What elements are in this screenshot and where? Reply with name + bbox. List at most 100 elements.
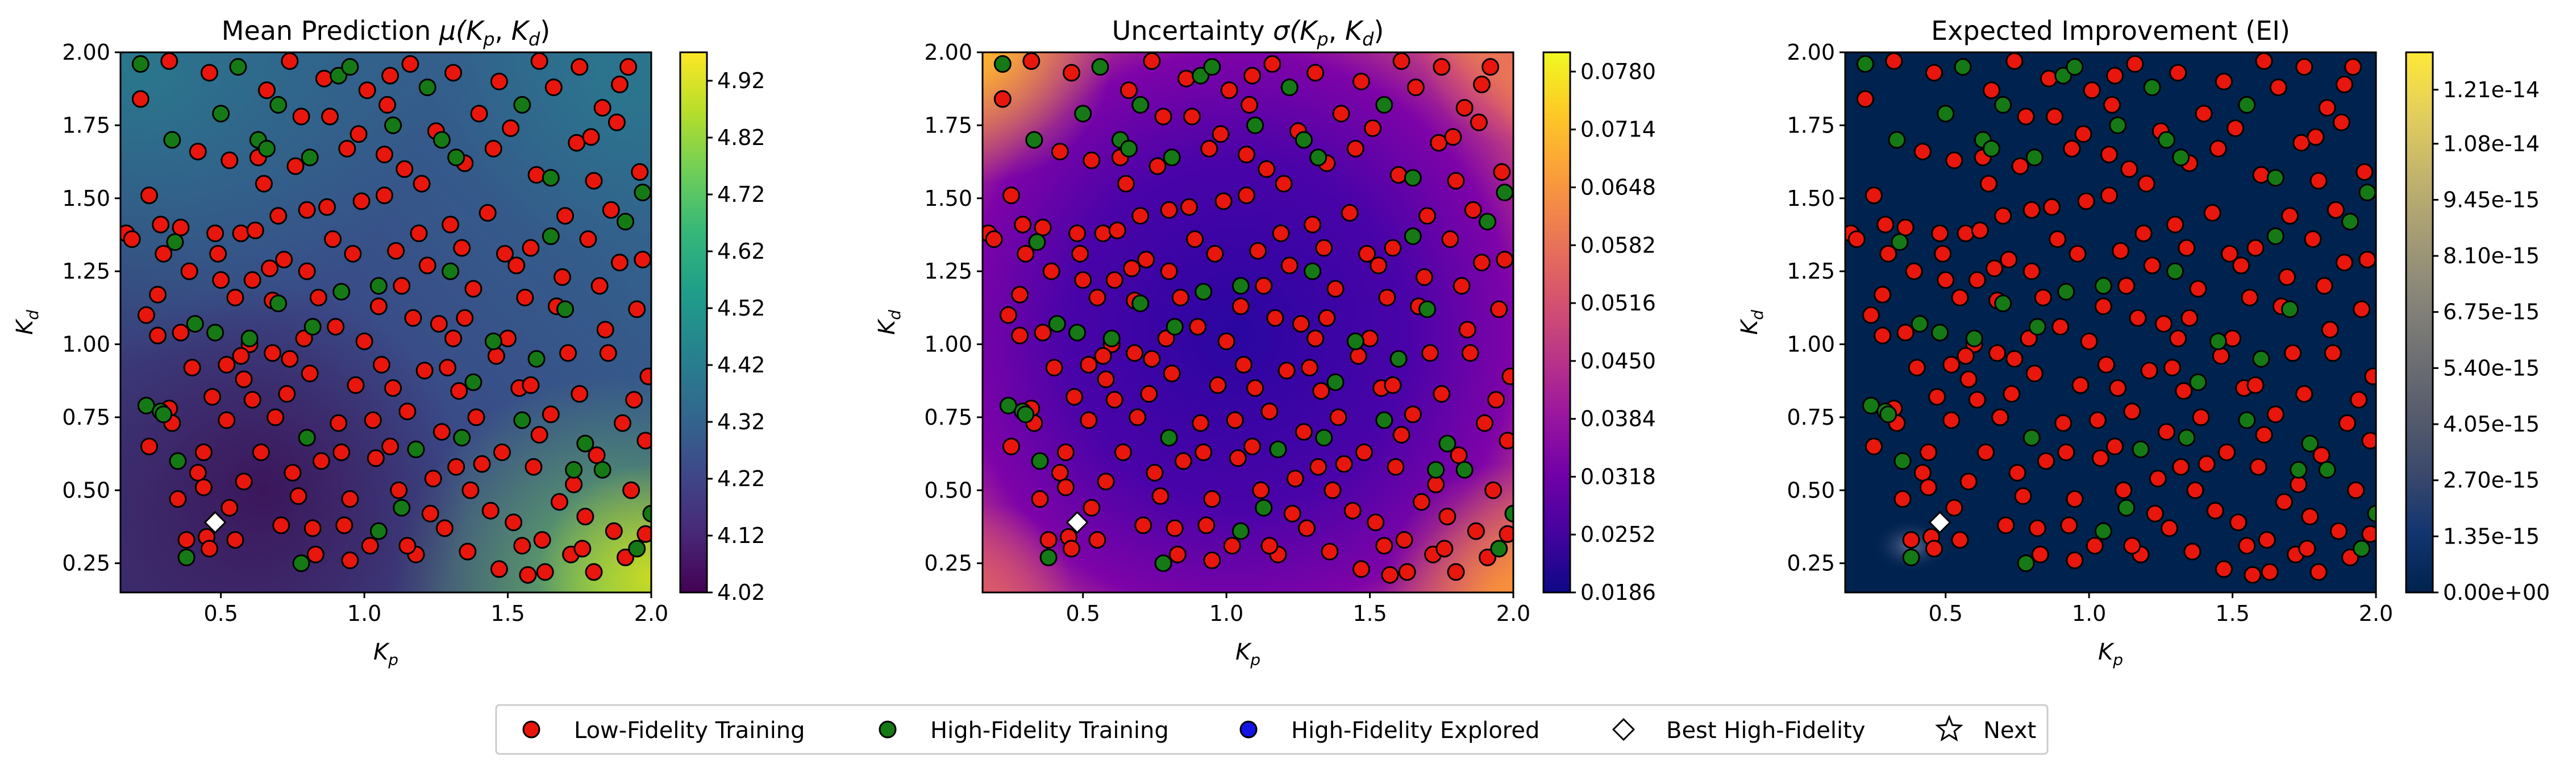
low-fidelity-point	[607, 113, 626, 131]
low-fidelity-point	[1166, 519, 1184, 537]
low-fidelity-point	[2094, 297, 2112, 316]
low-fidelity-point	[1246, 379, 1264, 397]
high-fidelity-point	[1418, 300, 1437, 318]
low-fidelity-point	[2304, 230, 2322, 248]
low-fidelity-point	[1002, 186, 1020, 205]
low-fidelity-point	[140, 186, 158, 205]
y-tick-label: 2.00	[924, 40, 972, 65]
low-fidelity-point	[418, 256, 436, 275]
low-fidelity-point	[2189, 280, 2207, 298]
high-fidelity-point	[634, 183, 651, 201]
low-fidelity-point	[2091, 449, 2109, 467]
high-fidelity-point	[1154, 554, 1172, 573]
panel-2: 0.5 1.0 1.5 2.0 0.25 0.50 0.75 1.00 1.25 1.50 1.75…	[874, 15, 1656, 669]
low-fidelity-point	[2229, 513, 2248, 532]
high-fidelity-point	[1031, 452, 1049, 470]
low-fidelity-point	[1479, 548, 1497, 566]
low-fidelity-point	[292, 107, 310, 126]
low-fidelity-point	[284, 463, 302, 482]
low-fidelity-point	[2278, 268, 2296, 286]
low-fidelity-point	[1051, 143, 1069, 161]
high-fidelity-point	[206, 324, 224, 342]
low-fidelity-point	[1163, 364, 1181, 383]
low-fidelity-point	[415, 362, 434, 380]
low-fidelity-point	[364, 411, 382, 429]
low-fidelity-point	[1105, 391, 1123, 409]
high-fidelity-point	[1455, 461, 1474, 479]
low-fidelity-point	[2255, 52, 2273, 70]
low-fidelity-point	[2232, 256, 2250, 275]
y-tick-label: 0.75	[1787, 405, 1835, 430]
low-fidelity-point	[2307, 128, 2325, 146]
low-fidelity-point	[1080, 355, 1098, 374]
low-fidelity-point	[559, 344, 577, 362]
low-fidelity-point	[2031, 545, 2049, 563]
low-fidelity-point	[183, 359, 201, 377]
low-fidelity-point	[1034, 218, 1052, 237]
low-fidelity-point	[358, 81, 376, 99]
low-fidelity-point	[2335, 254, 2353, 272]
low-fidelity-point	[1148, 157, 1167, 175]
low-fidelity-point	[1143, 350, 1161, 368]
legend-label-next: Next	[1983, 718, 2036, 744]
low-fidelity-point	[2117, 277, 2136, 295]
low-fidelity-point	[255, 175, 273, 193]
high-fidelity-point	[2094, 277, 2112, 295]
high-fidelity-point	[1438, 434, 1456, 453]
low-fidelity-point	[1134, 516, 1152, 534]
high-fidelity-point	[1994, 295, 2012, 313]
low-fidelity-point	[2246, 376, 2265, 394]
low-fidelity-point	[634, 251, 651, 269]
low-fidelity-point	[1039, 531, 1058, 549]
low-fidelity-point	[2022, 201, 2041, 219]
low-fidelity-point	[2261, 563, 2279, 581]
low-fidelity-point	[1083, 499, 1101, 517]
colorbar-tick-label: 1.08e-14	[2443, 131, 2540, 156]
high-fidelity-point	[1120, 139, 1138, 157]
y-tick-label: 1.75	[924, 113, 972, 138]
low-fidelity-point	[1206, 244, 1224, 263]
low-fidelity-point	[2049, 230, 2067, 248]
low-fidelity-point	[201, 540, 219, 558]
low-fidelity-point	[2195, 105, 2213, 123]
high-fidelity-point	[2318, 461, 2336, 479]
low-fidelity-point	[189, 463, 207, 482]
low-fidelity-point	[2269, 78, 2287, 97]
low-fidelity-point	[1865, 186, 1883, 205]
low-fidelity-point	[180, 262, 198, 280]
low-fidelity-point	[1080, 411, 1098, 429]
low-fidelity-point	[2066, 552, 2084, 570]
low-fidelity-point	[1433, 385, 1451, 403]
low-fidelity-point	[1094, 224, 1112, 242]
low-fidelity-point	[596, 321, 614, 339]
low-fidelity-point	[246, 221, 264, 239]
colorbar-tick-label: 0.0318	[1580, 464, 1656, 489]
low-fidelity-point	[999, 306, 1017, 324]
low-fidelity-point	[220, 499, 239, 517]
low-fidelity-point	[1074, 271, 1092, 289]
high-fidelity-point	[1269, 440, 1287, 458]
legend-item-next: Next	[1935, 714, 2036, 744]
low-fidelity-point	[636, 525, 651, 543]
y-tick-label: 1.25	[62, 259, 110, 284]
high-fidelity-point	[2172, 148, 2190, 167]
high-fidelity-point	[1192, 67, 1210, 85]
low-fidelity-point	[401, 55, 419, 73]
high-fidelity-point	[1280, 78, 1299, 97]
low-fidelity-point	[2025, 364, 2044, 383]
low-fidelity-point	[1481, 58, 1500, 76]
low-fidelity-point	[1384, 239, 1402, 257]
low-fidelity-point	[1223, 537, 1241, 555]
low-fidelity-point	[1942, 355, 1961, 374]
low-fidelity-point	[2071, 376, 2090, 394]
low-fidelity-point	[1358, 244, 1376, 263]
low-fidelity-point	[349, 125, 368, 143]
low-fidelity-point	[456, 309, 474, 327]
low-fidelity-point	[1905, 262, 1923, 280]
low-fidelity-point	[203, 388, 222, 406]
low-fidelity-point	[2309, 172, 2328, 190]
high-fidelity-point	[2238, 411, 2256, 429]
x-tick-label: 1.5	[1352, 601, 1387, 626]
high-fidelity-point	[1028, 233, 1046, 251]
